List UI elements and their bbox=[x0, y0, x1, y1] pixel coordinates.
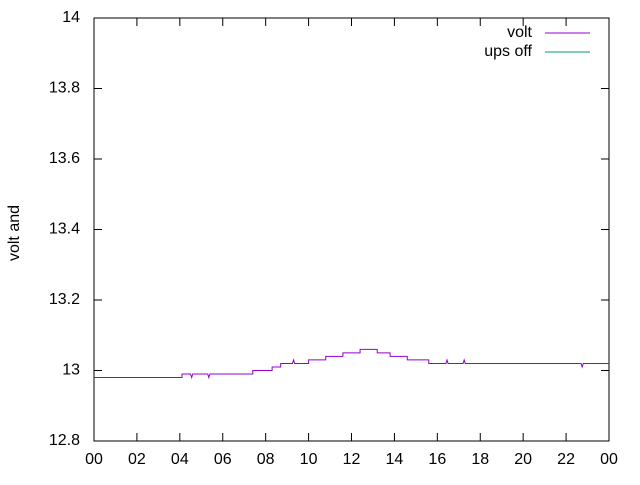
x-tick-label: 00 bbox=[600, 451, 618, 468]
y-tick-label: 13 bbox=[62, 362, 80, 379]
x-tick-label: 06 bbox=[214, 451, 232, 468]
y-tick-label: 13.8 bbox=[49, 80, 80, 97]
x-tick-label: 00 bbox=[85, 451, 103, 468]
x-tick-label: 08 bbox=[257, 451, 275, 468]
legend-label: volt bbox=[507, 24, 532, 41]
x-tick-label: 02 bbox=[128, 451, 146, 468]
x-tick-label: 14 bbox=[386, 451, 404, 468]
x-tick-label: 18 bbox=[471, 451, 489, 468]
x-tick-label: 22 bbox=[557, 451, 575, 468]
y-tick-label: 13.4 bbox=[49, 221, 80, 238]
y-tick-label: 13.6 bbox=[49, 150, 80, 167]
x-tick-label: 10 bbox=[300, 451, 318, 468]
y-tick-label: 12.8 bbox=[49, 432, 80, 449]
x-tick-label: 12 bbox=[343, 451, 361, 468]
y-tick-label: 13.2 bbox=[49, 291, 80, 308]
x-tick-label: 04 bbox=[171, 451, 189, 468]
y-axis-label: volt and bbox=[6, 205, 23, 261]
x-tick-label: 16 bbox=[428, 451, 446, 468]
x-tick-label: 20 bbox=[514, 451, 532, 468]
legend-label: ups off bbox=[484, 43, 532, 60]
y-tick-label: 14 bbox=[62, 9, 80, 26]
data-line bbox=[94, 348, 609, 380]
